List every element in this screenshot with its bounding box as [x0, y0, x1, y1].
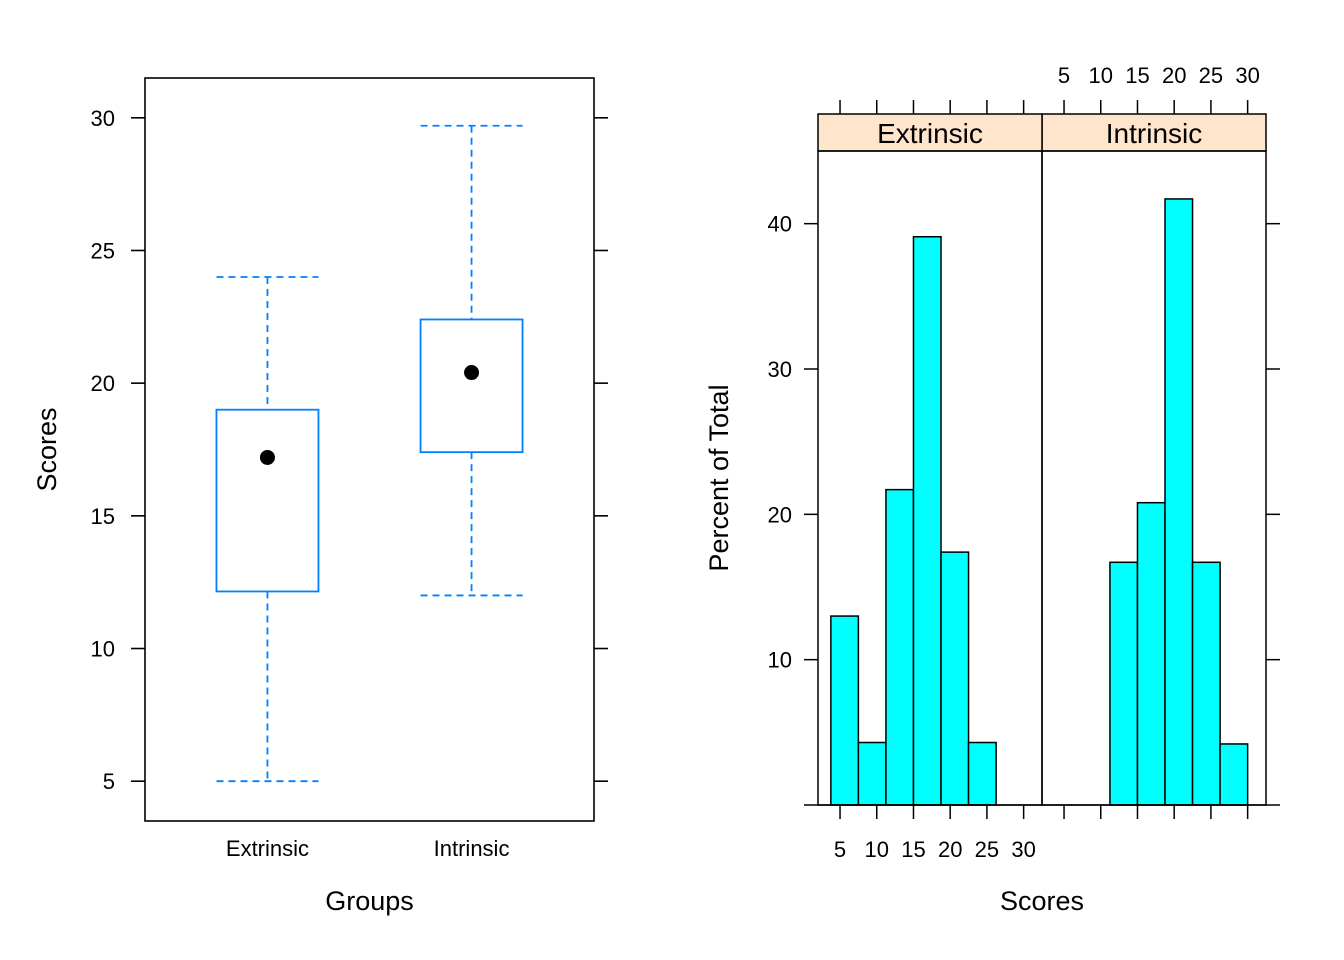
boxplot-frame [144, 77, 595, 822]
x-tick-label-bottom: 20 [938, 837, 962, 862]
y-tick-label: 20 [91, 371, 115, 396]
median-dot [464, 365, 480, 381]
histogram-bar-intrinsic [1109, 561, 1139, 806]
strip-label-extrinsic: Extrinsic [877, 118, 983, 149]
x-tick-label-bottom: 25 [975, 837, 999, 862]
x-tick-label-top: 15 [1125, 63, 1149, 88]
histogram-panel: Extrinsic Intrinsic 10 20 30 40 5 5 10 10 15 15 20… [704, 63, 1280, 916]
boxplot-y-axis: 5 10 15 20 25 30 [91, 106, 608, 794]
boxplot-x-axis-title: Groups [325, 886, 414, 916]
y-tick-label: 10 [91, 637, 115, 662]
strip-label-intrinsic: Intrinsic [1106, 118, 1202, 149]
histogram-bar-intrinsic [1191, 561, 1221, 806]
histogram-bars [830, 198, 1249, 806]
histogram-bar-extrinsic [857, 741, 887, 806]
x-tick-label-top: 20 [1162, 63, 1186, 88]
histogram-strips: Extrinsic Intrinsic [817, 113, 1267, 152]
y-tick-label: 30 [91, 106, 115, 131]
y-tick-label: 30 [768, 357, 792, 382]
x-tick-label-bottom: 30 [1011, 837, 1035, 862]
histogram-bar-intrinsic [1136, 501, 1166, 806]
box-extrinsic [215, 276, 320, 783]
y-tick-label: 10 [768, 648, 792, 673]
histogram-y-axis-title: Percent of Total [704, 384, 734, 571]
x-tick-label-bottom: 10 [865, 837, 889, 862]
x-tick-label-top: 5 [1058, 63, 1070, 88]
y-tick-label: 20 [768, 502, 792, 527]
x-tick-label-bottom: 15 [901, 837, 925, 862]
histogram-bar-extrinsic [885, 488, 915, 806]
histogram-bar-extrinsic [967, 741, 997, 806]
histogram-bar-extrinsic [940, 551, 970, 806]
y-tick-label: 25 [91, 238, 115, 263]
histogram-bar-extrinsic [830, 615, 860, 806]
x-tick-label: Intrinsic [434, 836, 510, 861]
iqr-box [215, 408, 320, 593]
y-tick-label: 5 [103, 769, 115, 794]
x-tick-label-top: 10 [1089, 63, 1113, 88]
histogram-bar-intrinsic [1164, 198, 1194, 806]
histogram-axes: 10 20 30 40 5 5 10 10 15 15 20 20 25 25 30 30 [768, 63, 1280, 862]
boxplot-x-axis: Extrinsic Intrinsic [226, 836, 510, 861]
boxplot-panel: 5 10 15 20 25 30 Extrinsic Intrinsic Groups Sc… [32, 77, 608, 916]
histogram-bar-intrinsic [1219, 743, 1249, 806]
y-tick-label: 40 [768, 212, 792, 237]
x-tick-label-top: 25 [1199, 63, 1223, 88]
histogram-x-axis-title: Scores [1000, 886, 1084, 916]
y-tick-label: 15 [91, 504, 115, 529]
iqr-box [419, 318, 524, 454]
boxplot-y-axis-title: Scores [32, 407, 62, 491]
x-tick-label: Extrinsic [226, 836, 309, 861]
x-tick-label-top: 30 [1235, 63, 1259, 88]
boxplot-marks [215, 124, 524, 783]
median-dot [259, 449, 275, 465]
x-tick-label-bottom: 5 [834, 837, 846, 862]
histogram-bar-extrinsic [912, 235, 942, 806]
box-intrinsic [419, 124, 524, 597]
